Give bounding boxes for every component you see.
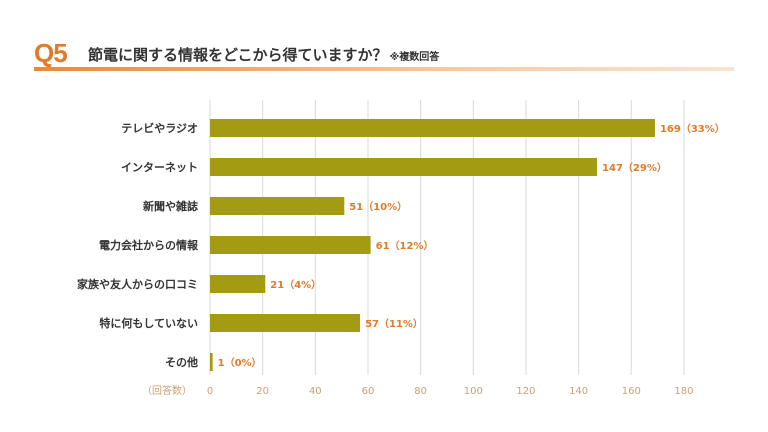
category-label: 新聞や雑誌: [143, 199, 198, 213]
x-tick-label: 160: [622, 386, 641, 397]
bar: [210, 353, 213, 371]
bar: [210, 275, 266, 293]
category-label: 特に何もしていない: [99, 316, 198, 330]
category-label: 電力会社からの情報: [99, 238, 199, 252]
category-label: テレビやラジオ: [121, 121, 198, 135]
value-label: 169（33%）: [660, 122, 725, 135]
bar: [210, 314, 361, 332]
question-number: Q5: [34, 38, 68, 68]
value-label: 51（10%）: [349, 200, 407, 213]
bar: [210, 236, 371, 254]
x-tick-label: 140: [569, 386, 588, 397]
bar: [210, 197, 345, 215]
value-label: 1（0%）: [218, 356, 262, 369]
value-label: 61（12%）: [376, 239, 434, 252]
category-label: 家族や友人からの口コミ: [77, 277, 198, 291]
x-tick-label: 100: [464, 386, 483, 397]
question-title: 節電に関する情報をどこから得ていますか？ ※複数回答: [88, 44, 439, 65]
x-tick-label: 80: [414, 386, 427, 397]
question-text: 節電に関する情報をどこから得ていますか？: [88, 46, 388, 64]
value-label: 147（29%）: [602, 161, 667, 174]
x-tick-label: 0: [207, 386, 213, 397]
x-tick-label: 180: [674, 386, 693, 397]
bar: [210, 119, 655, 137]
value-label: 21（4%）: [270, 278, 321, 291]
header-underline: [34, 67, 734, 71]
x-tick-label: 120: [516, 386, 535, 397]
x-tick-label: 40: [309, 386, 322, 397]
category-label: その他: [165, 355, 198, 369]
value-label: 57（11%）: [365, 317, 423, 330]
x-unit-label: （回答数）: [142, 384, 192, 397]
category-label: インターネット: [121, 161, 198, 174]
question-note: ※複数回答: [389, 52, 440, 63]
x-tick-label: 60: [362, 386, 375, 397]
question-header: Q5 節電に関する情報をどこから得ていますか？ ※複数回答: [34, 38, 734, 72]
x-tick-label: 20: [256, 386, 269, 397]
bar: [210, 158, 598, 176]
